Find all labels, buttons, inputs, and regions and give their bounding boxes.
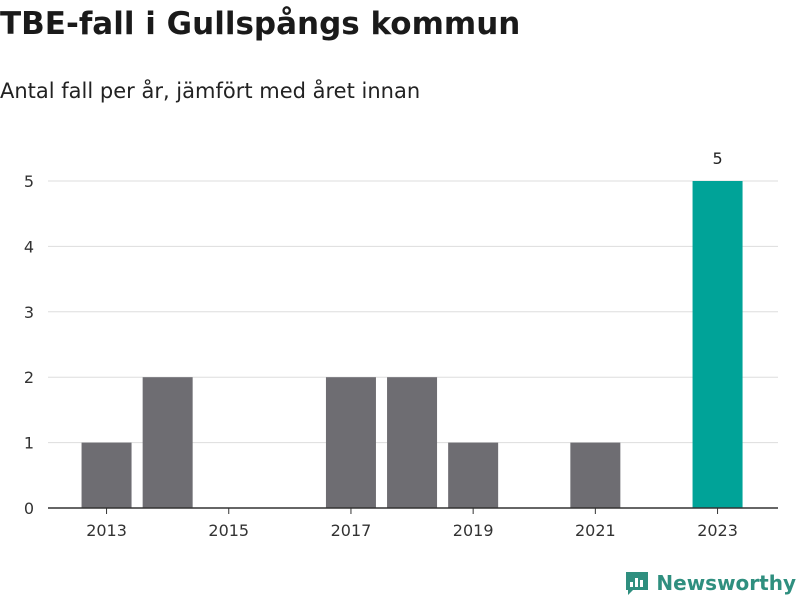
data-label: 5	[712, 149, 722, 168]
newsworthy-wordmark: Newsworthy	[656, 571, 796, 595]
bar	[142, 377, 193, 508]
x-tick-label: 2019	[453, 521, 494, 540]
chart-subtitle: Antal fall per år, jämfört med året inna…	[0, 79, 421, 103]
bar	[570, 442, 621, 508]
newsworthy-brand[interactable]: Newsworthy	[624, 570, 796, 596]
y-tick-label: 0	[24, 499, 34, 518]
y-tick-label: 1	[24, 434, 34, 453]
bar	[448, 442, 499, 508]
y-tick-label: 4	[24, 237, 34, 256]
newsworthy-logo-icon	[626, 572, 649, 595]
bar-chart: 0 1 2 3 4 5 2013 2015 2017 2019 2021 2023 5	[24, 149, 778, 540]
x-tick-label: 2017	[331, 521, 372, 540]
x-tick-label: 2015	[208, 521, 249, 540]
y-tick-label: 5	[24, 172, 34, 191]
bar	[387, 377, 438, 508]
bar	[692, 181, 743, 508]
chart-title: TBE-fall i Gullspångs kommun	[0, 6, 521, 42]
x-tick-label: 2023	[697, 521, 738, 540]
x-tick-label: 2013	[86, 521, 127, 540]
bar	[81, 442, 132, 508]
y-tick-label: 2	[24, 368, 34, 387]
x-tick-label: 2021	[575, 521, 616, 540]
bar	[325, 377, 376, 508]
y-tick-label: 3	[24, 303, 34, 322]
